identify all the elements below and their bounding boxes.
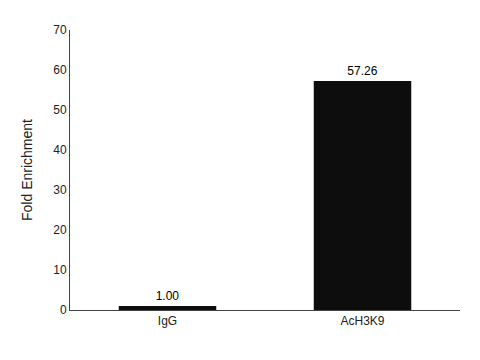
svg-text:30: 30 [53,183,67,197]
svg-text:40: 40 [53,143,67,157]
svg-text:70: 70 [53,23,67,37]
svg-text:1.00: 1.00 [156,289,180,303]
svg-text:10: 10 [53,263,67,277]
svg-text:Fold Enrichment: Fold Enrichment [19,119,35,221]
svg-text:57.26: 57.26 [347,64,377,78]
svg-text:0: 0 [60,303,67,317]
svg-text:IgG: IgG [158,314,177,328]
svg-text:AcH3K9: AcH3K9 [340,314,384,328]
svg-text:50: 50 [53,103,67,117]
svg-text:20: 20 [53,223,67,237]
svg-text:60: 60 [53,63,67,77]
